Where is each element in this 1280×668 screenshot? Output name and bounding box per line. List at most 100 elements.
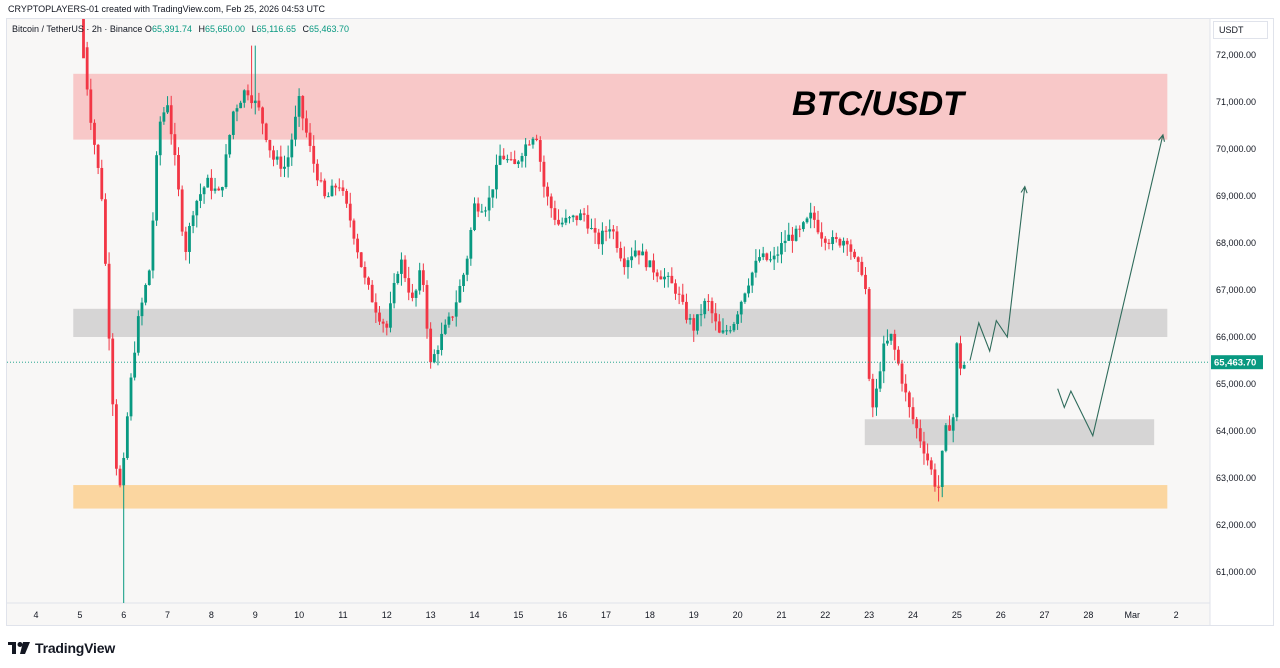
candle-body — [831, 237, 835, 244]
candle — [644, 249, 648, 271]
candle-body — [619, 247, 623, 259]
candle — [717, 314, 721, 334]
candle-body — [929, 460, 933, 470]
candle — [586, 205, 590, 234]
candle — [498, 144, 502, 166]
candle — [856, 256, 860, 272]
candle-body — [962, 364, 966, 369]
projection-arrowhead — [1020, 185, 1028, 194]
candle-body — [432, 354, 436, 363]
candle — [929, 457, 933, 475]
chart-title: BTC/USDT — [792, 85, 967, 123]
candle — [955, 342, 959, 422]
candle — [261, 106, 264, 135]
open-label: O — [144, 24, 152, 34]
zone-local-support — [864, 419, 1155, 446]
candle-body — [626, 260, 630, 268]
tradingview-logo[interactable]: TradingView — [8, 638, 115, 658]
candle — [378, 306, 381, 326]
candle — [319, 172, 323, 183]
candle-body — [823, 238, 827, 243]
candle-body — [893, 333, 897, 350]
candle-body — [575, 215, 579, 221]
candle-body — [520, 155, 524, 162]
candle-body — [257, 100, 261, 108]
candle-body — [560, 222, 564, 225]
candle-body — [794, 228, 798, 241]
x-tick-label: 26 — [996, 610, 1006, 620]
candle-body — [611, 229, 615, 232]
candle — [330, 179, 334, 197]
candle — [235, 104, 239, 122]
candle-body — [144, 284, 148, 303]
candle — [703, 298, 707, 319]
candle-body — [465, 258, 469, 275]
candle-body — [593, 228, 597, 233]
candle — [677, 286, 681, 305]
candle-body — [622, 258, 626, 268]
candle — [272, 145, 275, 167]
candle — [447, 312, 451, 328]
candle — [228, 134, 232, 158]
candle-body — [586, 214, 590, 229]
candle — [630, 247, 634, 268]
candle — [217, 186, 221, 191]
candle — [239, 100, 243, 109]
candle — [710, 297, 714, 324]
candle-body — [454, 302, 458, 317]
candle-body — [305, 118, 308, 133]
price-axis: 61,000.00 62,000.00 63,000.00 64,000.00 65,0… — [1216, 50, 1256, 577]
y-tick-label: 67,000.00 — [1216, 285, 1256, 295]
candle-body — [213, 188, 217, 191]
candle-body — [652, 260, 655, 273]
candle-body — [385, 323, 389, 328]
candle — [648, 260, 652, 268]
candle-body — [739, 301, 743, 315]
candle — [750, 271, 754, 293]
candle — [96, 143, 100, 175]
candle-body — [542, 161, 546, 187]
candle — [89, 78, 93, 131]
candle — [188, 222, 191, 264]
candle — [568, 215, 571, 224]
candle — [886, 329, 889, 346]
x-tick-label: 2 — [1174, 610, 1179, 620]
candle — [283, 155, 286, 178]
candle-body — [495, 164, 498, 190]
candle — [582, 207, 586, 222]
candle-body — [641, 251, 644, 256]
candle — [590, 218, 593, 230]
candle-body — [228, 134, 232, 155]
candle — [173, 122, 177, 166]
candle — [454, 290, 458, 327]
candle-body — [487, 197, 491, 211]
candle-body — [527, 144, 531, 146]
candle — [579, 209, 582, 221]
candle-body — [926, 453, 930, 461]
candle — [600, 222, 604, 255]
candle-body — [717, 321, 721, 333]
candles-layer — [82, 19, 966, 603]
candle-body — [312, 145, 316, 164]
candle — [900, 359, 904, 392]
candle — [107, 252, 111, 351]
candle — [348, 192, 352, 228]
candle — [356, 233, 359, 259]
candle — [560, 217, 564, 228]
candle — [147, 269, 151, 286]
candle-body — [337, 187, 341, 189]
candle-body — [400, 259, 403, 274]
candle — [114, 399, 118, 476]
candle-body — [220, 187, 224, 191]
candle-body — [959, 343, 962, 369]
candle — [907, 390, 911, 418]
currency-selector[interactable]: USDT — [1213, 21, 1268, 39]
candle-body — [166, 105, 169, 113]
x-tick-label: 16 — [557, 610, 567, 620]
y-tick-label: 72,000.00 — [1216, 50, 1256, 60]
candle — [615, 225, 619, 253]
candle — [264, 122, 268, 143]
candle-body — [743, 293, 747, 302]
candle-body — [951, 417, 955, 431]
